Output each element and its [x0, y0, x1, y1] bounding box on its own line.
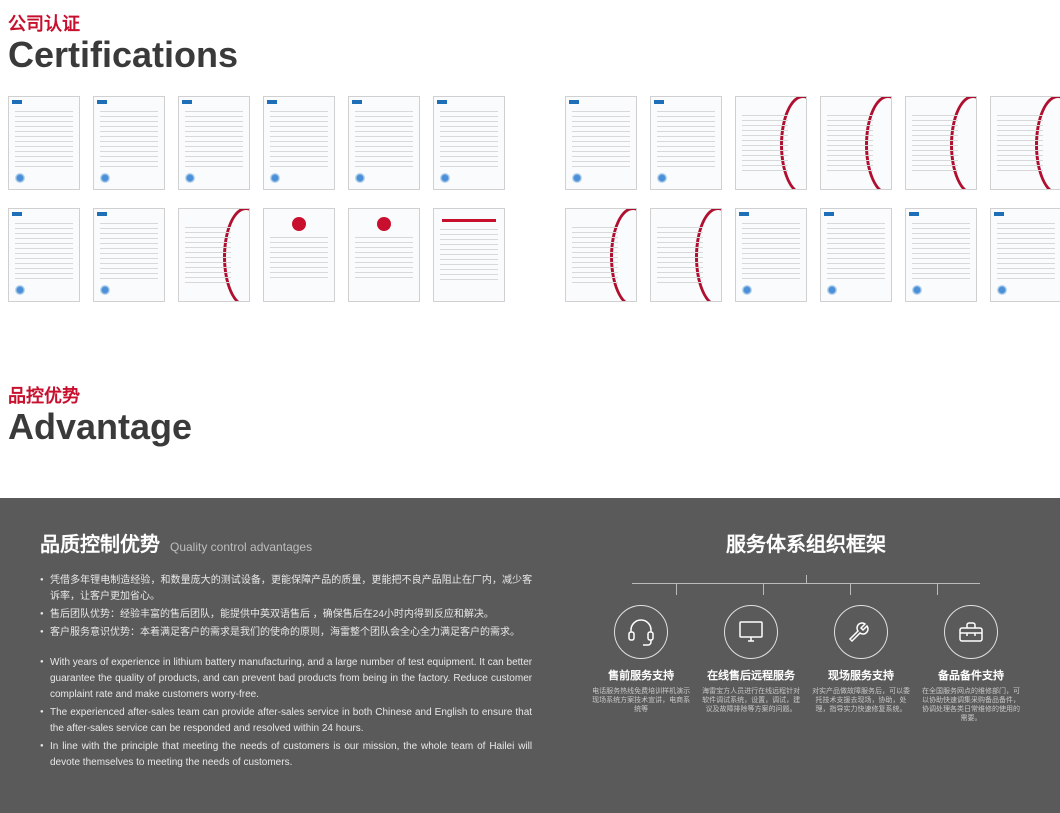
- cert-grid-right: [565, 96, 1060, 302]
- service-label: 在线售后远程服务: [702, 667, 800, 683]
- service-item: 售前服务支持电话服务热线免费培训样机演示现场系统方案技术宣讲，电商系统等: [592, 605, 690, 723]
- qc-bullet-en: The experienced after-sales team can pro…: [40, 705, 532, 737]
- certifications-header: 公司认证 Certifications: [0, 0, 1060, 96]
- qc-bullet-list: 凭借多年锂电制造经验，和数量庞大的测试设备，更能保障产品的质量，更能把不良产品阻…: [40, 573, 532, 771]
- service-items-row: 售前服务支持电话服务热线免费培训样机演示现场系统方案技术宣讲，电商系统等在线售后…: [592, 605, 1020, 723]
- certificate-thumbnail: [650, 96, 722, 190]
- certificate-thumbnail: [348, 208, 420, 302]
- service-label: 现场服务支持: [812, 667, 910, 683]
- certificate-thumbnail: [735, 96, 807, 190]
- certificate-thumbnail: [178, 208, 250, 302]
- service-desc: 海雷宝方人员进行在线远程针对软件调试系统，设置，调试，建议及故障排除等方案的问题…: [702, 687, 800, 714]
- certificate-thumbnail: [990, 96, 1060, 190]
- service-desc: 在全国服务网点的维修部门，可以协助快速调集采购备品备件，协调处理各类日常维修的使…: [922, 687, 1020, 723]
- service-item: 备品备件支持在全国服务网点的维修部门，可以协助快速调集采购备品备件，协调处理各类…: [922, 605, 1020, 723]
- qc-bullet-en: With years of experience in lithium batt…: [40, 655, 532, 703]
- monitor-icon: [724, 605, 778, 659]
- qc-title-cn: 品质控制优势: [40, 528, 160, 557]
- qc-bullet-cn: 客户服务意识优势：本着满足客户的需求是我们的使命的原则，海雷整个团队会全心全力满…: [40, 625, 532, 641]
- certificate-thumbnail: [565, 208, 637, 302]
- advantage-panel: 品质控制优势 Quality control advantages 凭借多年锂电…: [0, 498, 1060, 813]
- service-desc: 电话服务热线免费培训样机演示现场系统方案技术宣讲，电商系统等: [592, 687, 690, 714]
- service-desc: 对实产品做故障服务后，可以委托技术支援去现场，协助，处理，指导实力快速修复系统。: [812, 687, 910, 714]
- certificate-thumbnail: [820, 96, 892, 190]
- certifications-grid-wrapper: [0, 96, 1060, 302]
- certificate-thumbnail: [735, 208, 807, 302]
- certificate-thumbnail: [178, 96, 250, 190]
- certificate-thumbnail: [565, 96, 637, 190]
- certificate-thumbnail: [348, 96, 420, 190]
- qc-title-en: Quality control advantages: [170, 540, 312, 554]
- certificate-thumbnail: [263, 96, 335, 190]
- certificate-thumbnail: [650, 208, 722, 302]
- svc-title: 服务体系组织框架: [592, 528, 1020, 557]
- certificate-thumbnail: [93, 96, 165, 190]
- service-item: 现场服务支持对实产品做故障服务后，可以委托技术支援去现场，协助，处理，指导实力快…: [812, 605, 910, 723]
- certificate-thumbnail: [93, 208, 165, 302]
- adv-title-en: Advantage: [8, 406, 1060, 448]
- service-framework-column: 服务体系组织框架 售前服务支持电话服务热线免费培训样机演示现场系统方案技术宣讲，…: [592, 528, 1020, 773]
- certificate-thumbnail: [8, 208, 80, 302]
- quality-control-column: 品质控制优势 Quality control advantages 凭借多年锂电…: [40, 528, 532, 773]
- certificate-thumbnail: [905, 208, 977, 302]
- cert-title-cn: 公司认证: [8, 10, 1060, 36]
- qc-bullet-cn: 售后团队优势：经验丰富的售后团队，能提供中英双语售后 ，确保售后在24小时内得到…: [40, 607, 532, 623]
- certificate-thumbnail: [820, 208, 892, 302]
- toolbox-icon: [944, 605, 998, 659]
- qc-bullet-en: In line with the principle that meeting …: [40, 739, 532, 771]
- headset-icon: [614, 605, 668, 659]
- service-label: 备品备件支持: [922, 667, 1020, 683]
- certificate-thumbnail: [905, 96, 977, 190]
- certificate-thumbnail: [990, 208, 1060, 302]
- certificate-thumbnail: [433, 208, 505, 302]
- adv-title-cn: 品控优势: [8, 382, 1060, 408]
- certificate-thumbnail: [433, 96, 505, 190]
- certificate-thumbnail: [263, 208, 335, 302]
- cert-grid-left: [8, 96, 505, 302]
- qc-bullet-cn: 凭借多年锂电制造经验，和数量庞大的测试设备，更能保障产品的质量，更能把不良产品阻…: [40, 573, 532, 605]
- certificate-thumbnail: [8, 96, 80, 190]
- wrench-icon: [834, 605, 888, 659]
- advantage-header: 品控优势 Advantage: [0, 372, 1060, 468]
- service-label: 售前服务支持: [592, 667, 690, 683]
- cert-title-en: Certifications: [8, 34, 1060, 76]
- org-tree-lines: [632, 575, 980, 595]
- service-item: 在线售后远程服务海雷宝方人员进行在线远程针对软件调试系统，设置，调试，建议及故障…: [702, 605, 800, 723]
